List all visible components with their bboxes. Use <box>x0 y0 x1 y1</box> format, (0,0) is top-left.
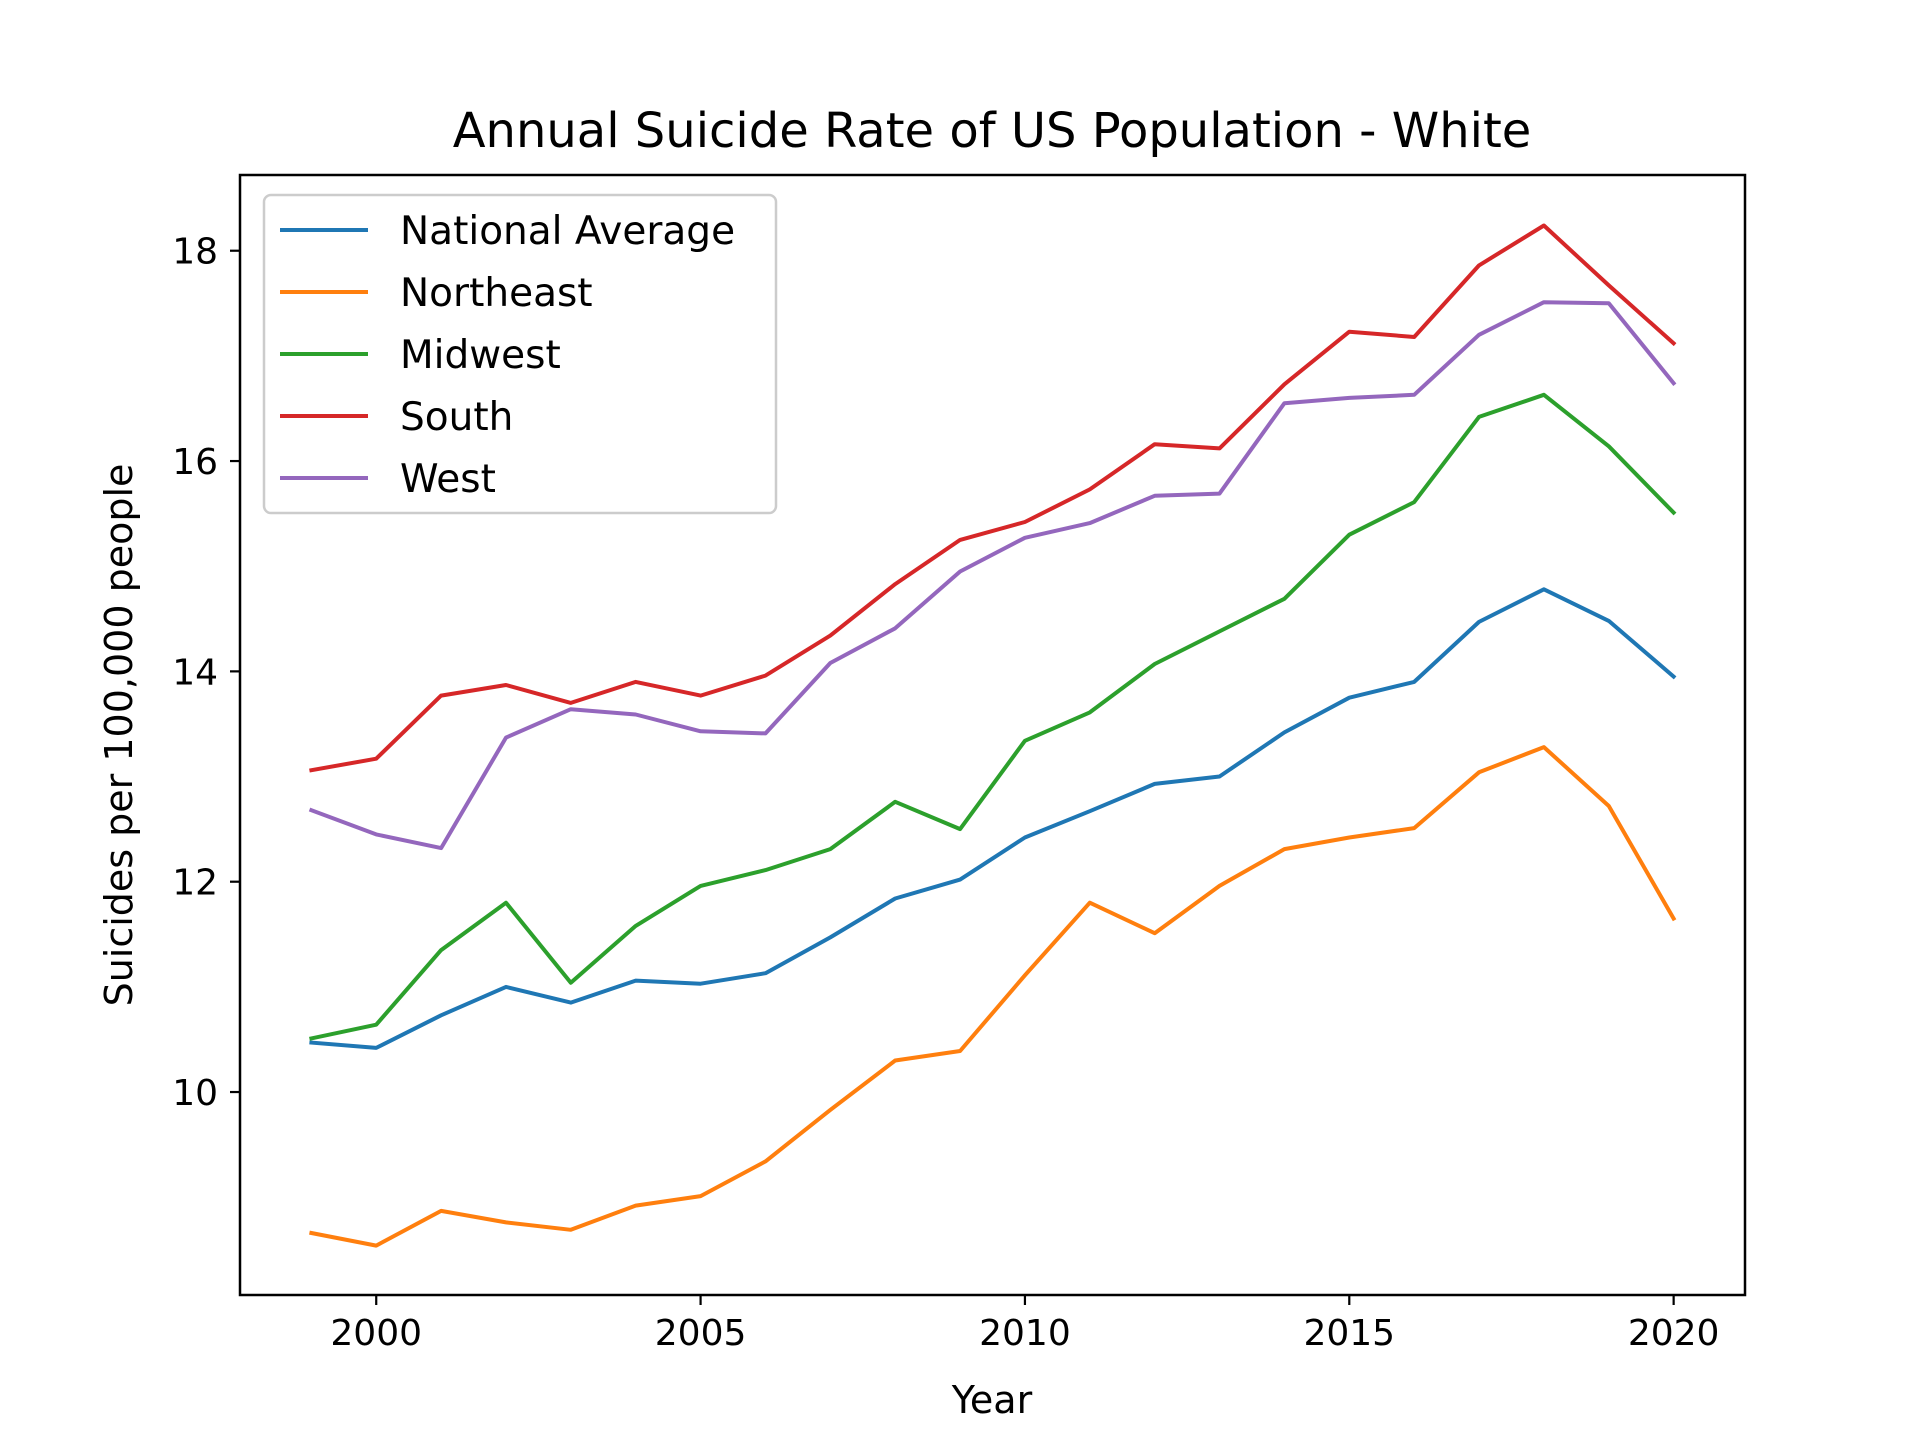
series-line-south <box>309 223 1677 773</box>
series-line-west <box>308 300 1677 851</box>
legend-label-national-average: National Average <box>400 209 735 254</box>
legend-label-northeast: Northeast <box>400 271 593 316</box>
legend-label-midwest: Midwest <box>400 333 561 378</box>
chart-title: Annual Suicide Rate of US Population - W… <box>453 103 1532 159</box>
y-tick-label: 10 <box>172 1073 218 1114</box>
y-axis-label: Suicides per 100,000 people <box>97 464 141 1007</box>
x-tick-label: 2020 <box>1628 1313 1720 1354</box>
x-axis: 2000 2005 2010 2015 2020 <box>330 1295 1719 1354</box>
y-tick-label: 18 <box>172 232 218 273</box>
legend-label-west: West <box>400 457 496 502</box>
legend-label-south: South <box>400 395 513 440</box>
x-tick-label: 2015 <box>1303 1313 1395 1354</box>
y-tick-label: 16 <box>172 442 218 483</box>
legend: National Average Northeast Midwest South Wes… <box>262 193 778 515</box>
x-axis-label: Year <box>951 1378 1033 1422</box>
series-lines <box>308 223 1677 1248</box>
x-tick-label: 2000 <box>330 1313 422 1354</box>
plot-frame <box>238 173 1747 1297</box>
series-line-national-average <box>309 587 1677 1050</box>
legend-box <box>262 193 778 515</box>
y-tick-label: 14 <box>172 652 218 693</box>
x-tick-label: 2005 <box>655 1313 747 1354</box>
x-tick-label: 2010 <box>979 1313 1071 1354</box>
series-line-midwest <box>309 392 1677 1041</box>
series-line-northeast <box>309 745 1677 1248</box>
y-axis: 10 12 14 16 18 <box>172 232 240 1114</box>
y-tick-label: 12 <box>172 863 218 904</box>
